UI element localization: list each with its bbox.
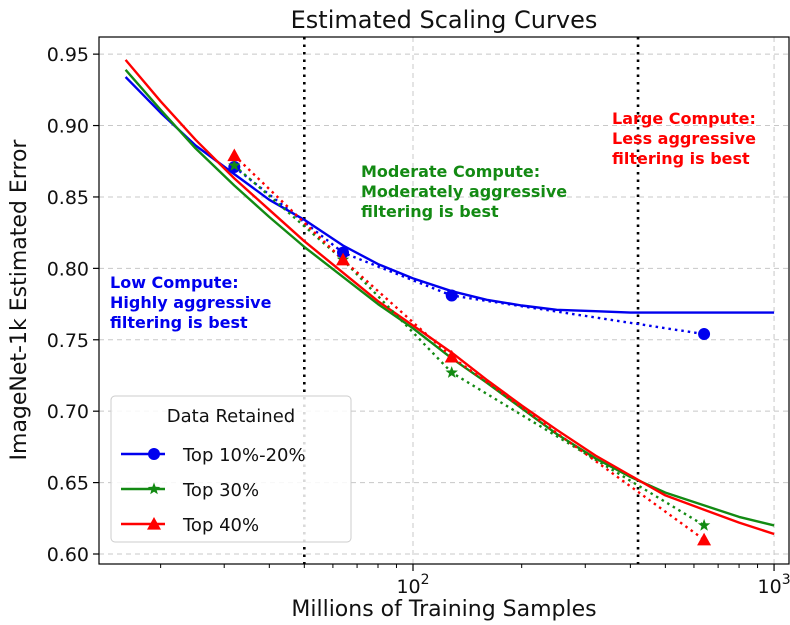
data-point-triangle <box>227 148 242 162</box>
data-markers <box>227 148 712 546</box>
annotation-line: Highly aggressive <box>110 293 272 312</box>
legend: Data Retained Top 10%-20% Top 30% Top 40% <box>110 395 352 543</box>
data-point-circle <box>337 246 350 259</box>
y-tick-label: 0.60 <box>47 544 89 566</box>
annotation-line: filtering is best <box>110 313 248 332</box>
annotation-line: Less aggressive <box>612 129 756 148</box>
data-point-triangle <box>336 252 351 266</box>
y-tick-label: 0.90 <box>47 116 89 138</box>
x-tick-exponent: 2 <box>421 572 430 588</box>
point-connector-line <box>233 164 705 527</box>
x-tick-label: 103 <box>758 572 790 598</box>
annotation-text: Large Compute: Less aggressive filtering i… <box>612 109 756 168</box>
grid-lines <box>99 37 789 564</box>
annotation-text: Low Compute: Highly aggressive filtering i… <box>110 273 272 332</box>
annotation-line: Moderately aggressive <box>361 182 567 201</box>
data-point-star <box>228 159 241 171</box>
annotation-line: filtering is best <box>361 202 499 221</box>
annotations: Low Compute: Highly aggressive filtering i… <box>110 109 756 332</box>
y-tick-label: 0.65 <box>47 473 89 495</box>
legend-label: Top 10%-20% <box>182 445 306 466</box>
y-tick-label: 0.85 <box>47 187 89 209</box>
data-point-circle <box>445 289 458 302</box>
data-point-triangle <box>697 532 712 546</box>
legend-label: Top 40% <box>182 515 259 536</box>
point-connectors <box>233 154 705 541</box>
x-tick-base: 10 <box>396 576 420 598</box>
data-point-star <box>147 482 161 495</box>
y-tick-label: 0.70 <box>47 401 89 423</box>
annotation-text: Moderate Compute: Moderately aggressive fi… <box>361 162 567 221</box>
data-point-circle <box>148 448 160 460</box>
annotation-line: Moderate Compute: <box>361 162 540 181</box>
legend-box <box>110 395 352 543</box>
annotation-line: Large Compute: <box>612 109 756 128</box>
plot-frame <box>98 36 790 565</box>
annotation-line: filtering is best <box>612 149 750 168</box>
data-point-star <box>445 366 458 378</box>
y-tick-label: 0.80 <box>47 258 89 280</box>
annotation-line: Low Compute: <box>110 273 239 292</box>
chart-title: Estimated Scaling Curves <box>291 6 598 34</box>
compute-regime-dividers <box>303 37 640 564</box>
legend-title: Data Retained <box>167 406 295 427</box>
x-tick-label: 102 <box>396 572 429 598</box>
y-axis-label: ImageNet-1k Estimated Error <box>7 139 32 461</box>
point-connector-line <box>233 166 705 336</box>
data-point-triangle <box>147 517 161 530</box>
legend-label: Top 30% <box>182 480 259 501</box>
x-tick-exponent: 3 <box>782 572 790 588</box>
data-point-triangle <box>444 349 459 363</box>
y-tick-label: 0.95 <box>47 44 89 66</box>
data-point-star <box>697 518 711 531</box>
data-point-circle <box>698 328 711 341</box>
x-axis-label: Millions of Training Samples <box>291 597 596 622</box>
x-tick-base: 10 <box>758 576 782 598</box>
y-tick-label: 0.75 <box>47 330 89 352</box>
